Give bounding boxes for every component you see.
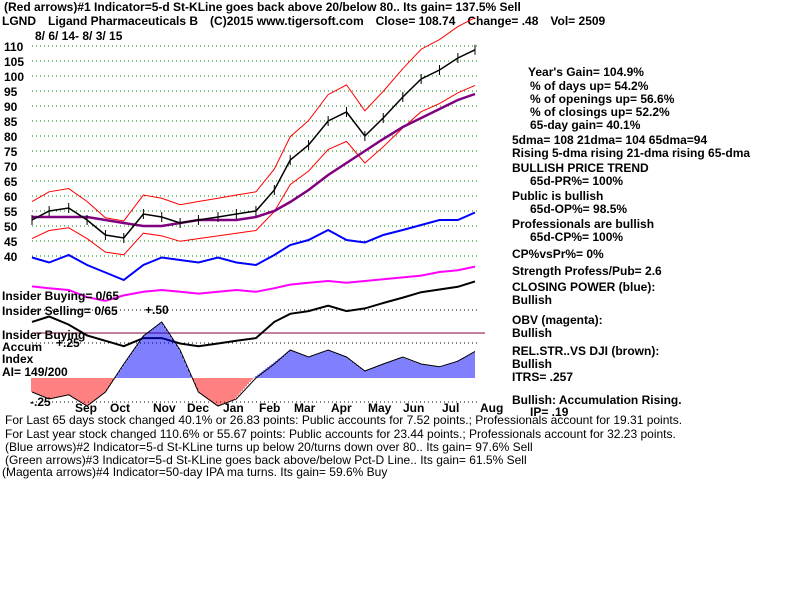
y-tick-label: 90 [4, 100, 18, 114]
indicator1-text: (Red arrows)#1 Indicator=5-d St-KLine go… [4, 0, 521, 14]
y-tick-label: 80 [4, 130, 18, 144]
panel-line: BULLISH PRICE TREND [512, 161, 649, 175]
insider-selling: Insider Selling= 0/65 [2, 304, 118, 318]
panel-line: Bullish [512, 357, 553, 371]
panel-line: CP%vsPr%= 0% [512, 247, 604, 261]
footer-line: (Magenta arrows)#4 Indicator=50-day IPA … [2, 465, 388, 479]
upper-band [31, 17, 476, 222]
y-tick-label: 45 [4, 235, 18, 249]
panel-line: 65d-PR%= 100% [530, 174, 624, 188]
accum-tick-label: -.25 [30, 395, 51, 409]
y-tick-label: 60 [4, 190, 18, 204]
panel-line: 65-day gain= 40.1% [530, 118, 641, 132]
ticker: LGND [2, 14, 36, 28]
panel-line: Bullish [512, 293, 553, 307]
y-tick-label: 50 [4, 220, 18, 234]
y-tick-label: 105 [4, 55, 24, 69]
month-label: Dec [187, 401, 209, 415]
closing-power-line [31, 211, 476, 282]
month-label: Sep [75, 401, 97, 415]
y-tick-label: 40 [4, 250, 18, 264]
panel-line: Strength Profess/Pub= 2.6 [512, 264, 662, 278]
y-tick-label: 65 [4, 175, 18, 189]
panel-line: REL.STR..VS DJI (brown): [512, 344, 660, 358]
index-label: Index [2, 352, 34, 366]
panel-line: ITRS= .257 [512, 370, 574, 384]
month-label: Mar [294, 401, 316, 415]
month-label: Feb [259, 401, 280, 415]
y-tick-label: 55 [4, 205, 18, 219]
insider-buying: Insider Buying= 0/65 [2, 289, 120, 303]
header-row: LGND Ligand Pharmaceuticals B (C)2015 ww… [2, 15, 617, 28]
ma65-line [32, 92, 476, 228]
month-label: Apr [331, 401, 352, 415]
month-label: Jan [223, 401, 244, 415]
panel-line: % of days up= 54.2% [530, 79, 649, 93]
volume-value: Vol= 2509 [550, 14, 606, 28]
panel-line: % of openings up= 56.6% [530, 92, 675, 106]
panel-line: IP= .19 [530, 405, 569, 419]
accum-tick-label: +.50 [145, 303, 169, 317]
accum-tick-label: +.25 [56, 336, 80, 350]
rel-strength-line [31, 280, 476, 348]
y-tick-label: 110 [4, 40, 24, 54]
price-line [31, 49, 476, 239]
panel-line: % of closings up= 52.2% [530, 105, 670, 119]
accum-line [31, 321, 476, 407]
month-label: Nov [153, 401, 176, 415]
month-label: May [368, 401, 392, 415]
close-value: Close= 108.74 [375, 14, 456, 28]
footer-line: (Blue arrows)#2 Indicator=5-d St-KLine t… [5, 440, 533, 454]
footer-line: For Last 65 days stock changed 40.1% or … [5, 413, 683, 427]
panel-line: Rising 5-dma rising 21-dma rising 65-dma [512, 146, 751, 160]
month-label: Jun [403, 401, 424, 415]
month-label: Jul [442, 401, 459, 415]
panel-line: CLOSING POWER (blue): [512, 280, 656, 294]
company-name: Ligand Pharmaceuticals B [48, 14, 199, 28]
accum-label: Accum [2, 340, 43, 354]
ai-value: AI= 149/200 [2, 365, 68, 379]
y-tick-label: 75 [4, 145, 18, 159]
footer-line: For Last year stock changed 110.6% or 55… [5, 427, 676, 441]
insider-buying-label: Insider Buying [2, 328, 86, 342]
footer-line: (Green arrows)#3 Indicator=5-d St-KLine … [5, 453, 527, 467]
change-value: Change= .48 [467, 14, 539, 28]
month-label: Aug [480, 401, 503, 415]
y-tick-label: 95 [4, 85, 18, 99]
y-tick-label: 100 [4, 70, 24, 84]
panel-line: Year's Gain= 104.9% [528, 65, 644, 79]
obv-line [31, 265, 476, 302]
panel-line: 65d-OP%= 98.5% [530, 202, 628, 216]
copyright: (C)2015 www.tigersoft.com [210, 14, 364, 28]
month-label: Oct [110, 401, 130, 415]
panel-line: 5dma= 108 21dma= 104 65dma=94 [512, 133, 708, 147]
panel-line: OBV (magenta): [512, 313, 603, 327]
panel-line: Bullish: Accumulation Rising. [512, 393, 682, 407]
y-tick-label: 70 [4, 160, 18, 174]
panel-line: Public is bullish [512, 189, 604, 203]
panel-line: Professionals are bullish [512, 217, 655, 231]
panel-line: 65d-CP%= 100% [530, 230, 624, 244]
y-tick-label: 85 [4, 115, 18, 129]
panel-line: Bullish [512, 326, 553, 340]
date-range: 8/ 6/ 14- 8/ 3/ 15 [35, 29, 123, 43]
